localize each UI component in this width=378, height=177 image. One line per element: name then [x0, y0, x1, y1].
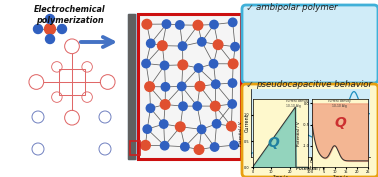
Y-axis label: Potential / V: Potential / V: [239, 121, 243, 145]
Circle shape: [160, 61, 169, 70]
Circle shape: [193, 20, 203, 30]
Text: Q: Q: [334, 116, 346, 130]
Circle shape: [228, 100, 236, 108]
Circle shape: [162, 20, 170, 28]
FancyBboxPatch shape: [242, 84, 378, 177]
Circle shape: [161, 83, 170, 91]
Bar: [128, 14, 140, 159]
Circle shape: [178, 82, 186, 91]
Circle shape: [145, 82, 154, 91]
Circle shape: [211, 101, 220, 111]
Circle shape: [228, 18, 237, 27]
Circle shape: [211, 143, 219, 151]
Text: current density
10-10 A/g: current density 10-10 A/g: [286, 99, 309, 108]
Circle shape: [143, 125, 152, 133]
Circle shape: [57, 24, 67, 33]
Circle shape: [197, 125, 206, 134]
Bar: [128, 14, 135, 159]
Bar: [130, 141, 140, 155]
Circle shape: [228, 79, 237, 87]
Circle shape: [141, 141, 150, 150]
X-axis label: Potential / V: Potential / V: [296, 165, 325, 170]
Circle shape: [195, 81, 205, 91]
Circle shape: [181, 142, 189, 151]
Circle shape: [160, 141, 169, 150]
Circle shape: [142, 59, 150, 68]
Circle shape: [228, 59, 238, 69]
Text: pseudocapacitive behavior: pseudocapacitive behavior: [256, 80, 372, 89]
Y-axis label: Current: Current: [245, 113, 249, 132]
Text: ✓: ✓: [246, 80, 254, 90]
Y-axis label: Potential / V: Potential / V: [297, 121, 301, 145]
Circle shape: [212, 120, 221, 128]
Circle shape: [209, 59, 218, 68]
Circle shape: [147, 39, 155, 48]
Circle shape: [210, 20, 218, 29]
Circle shape: [194, 64, 203, 72]
FancyBboxPatch shape: [242, 5, 378, 83]
Circle shape: [212, 80, 220, 88]
Circle shape: [146, 104, 155, 112]
Text: ✓: ✓: [246, 3, 254, 13]
Circle shape: [175, 122, 185, 132]
Circle shape: [179, 102, 187, 110]
Circle shape: [213, 40, 223, 49]
Circle shape: [142, 19, 152, 29]
Circle shape: [45, 24, 56, 35]
Circle shape: [198, 38, 206, 46]
X-axis label: Time / s: Time / s: [273, 175, 288, 177]
Circle shape: [226, 121, 236, 131]
Circle shape: [178, 60, 187, 70]
Bar: [138, 14, 241, 159]
Circle shape: [193, 102, 201, 110]
Circle shape: [178, 42, 187, 50]
Circle shape: [45, 15, 54, 24]
Text: ambipolar polymer: ambipolar polymer: [256, 3, 338, 12]
Circle shape: [231, 42, 239, 51]
Circle shape: [194, 145, 204, 154]
Circle shape: [176, 21, 184, 29]
Text: current density
10-10 A/g: current density 10-10 A/g: [328, 99, 350, 108]
Circle shape: [158, 41, 167, 50]
Circle shape: [230, 141, 238, 149]
Text: Electrochemical
polymerization: Electrochemical polymerization: [34, 5, 106, 25]
Circle shape: [45, 35, 54, 44]
X-axis label: Time / s: Time / s: [332, 175, 348, 177]
Circle shape: [160, 100, 170, 109]
Text: Q: Q: [267, 136, 279, 150]
Circle shape: [160, 120, 168, 128]
Circle shape: [34, 24, 42, 33]
